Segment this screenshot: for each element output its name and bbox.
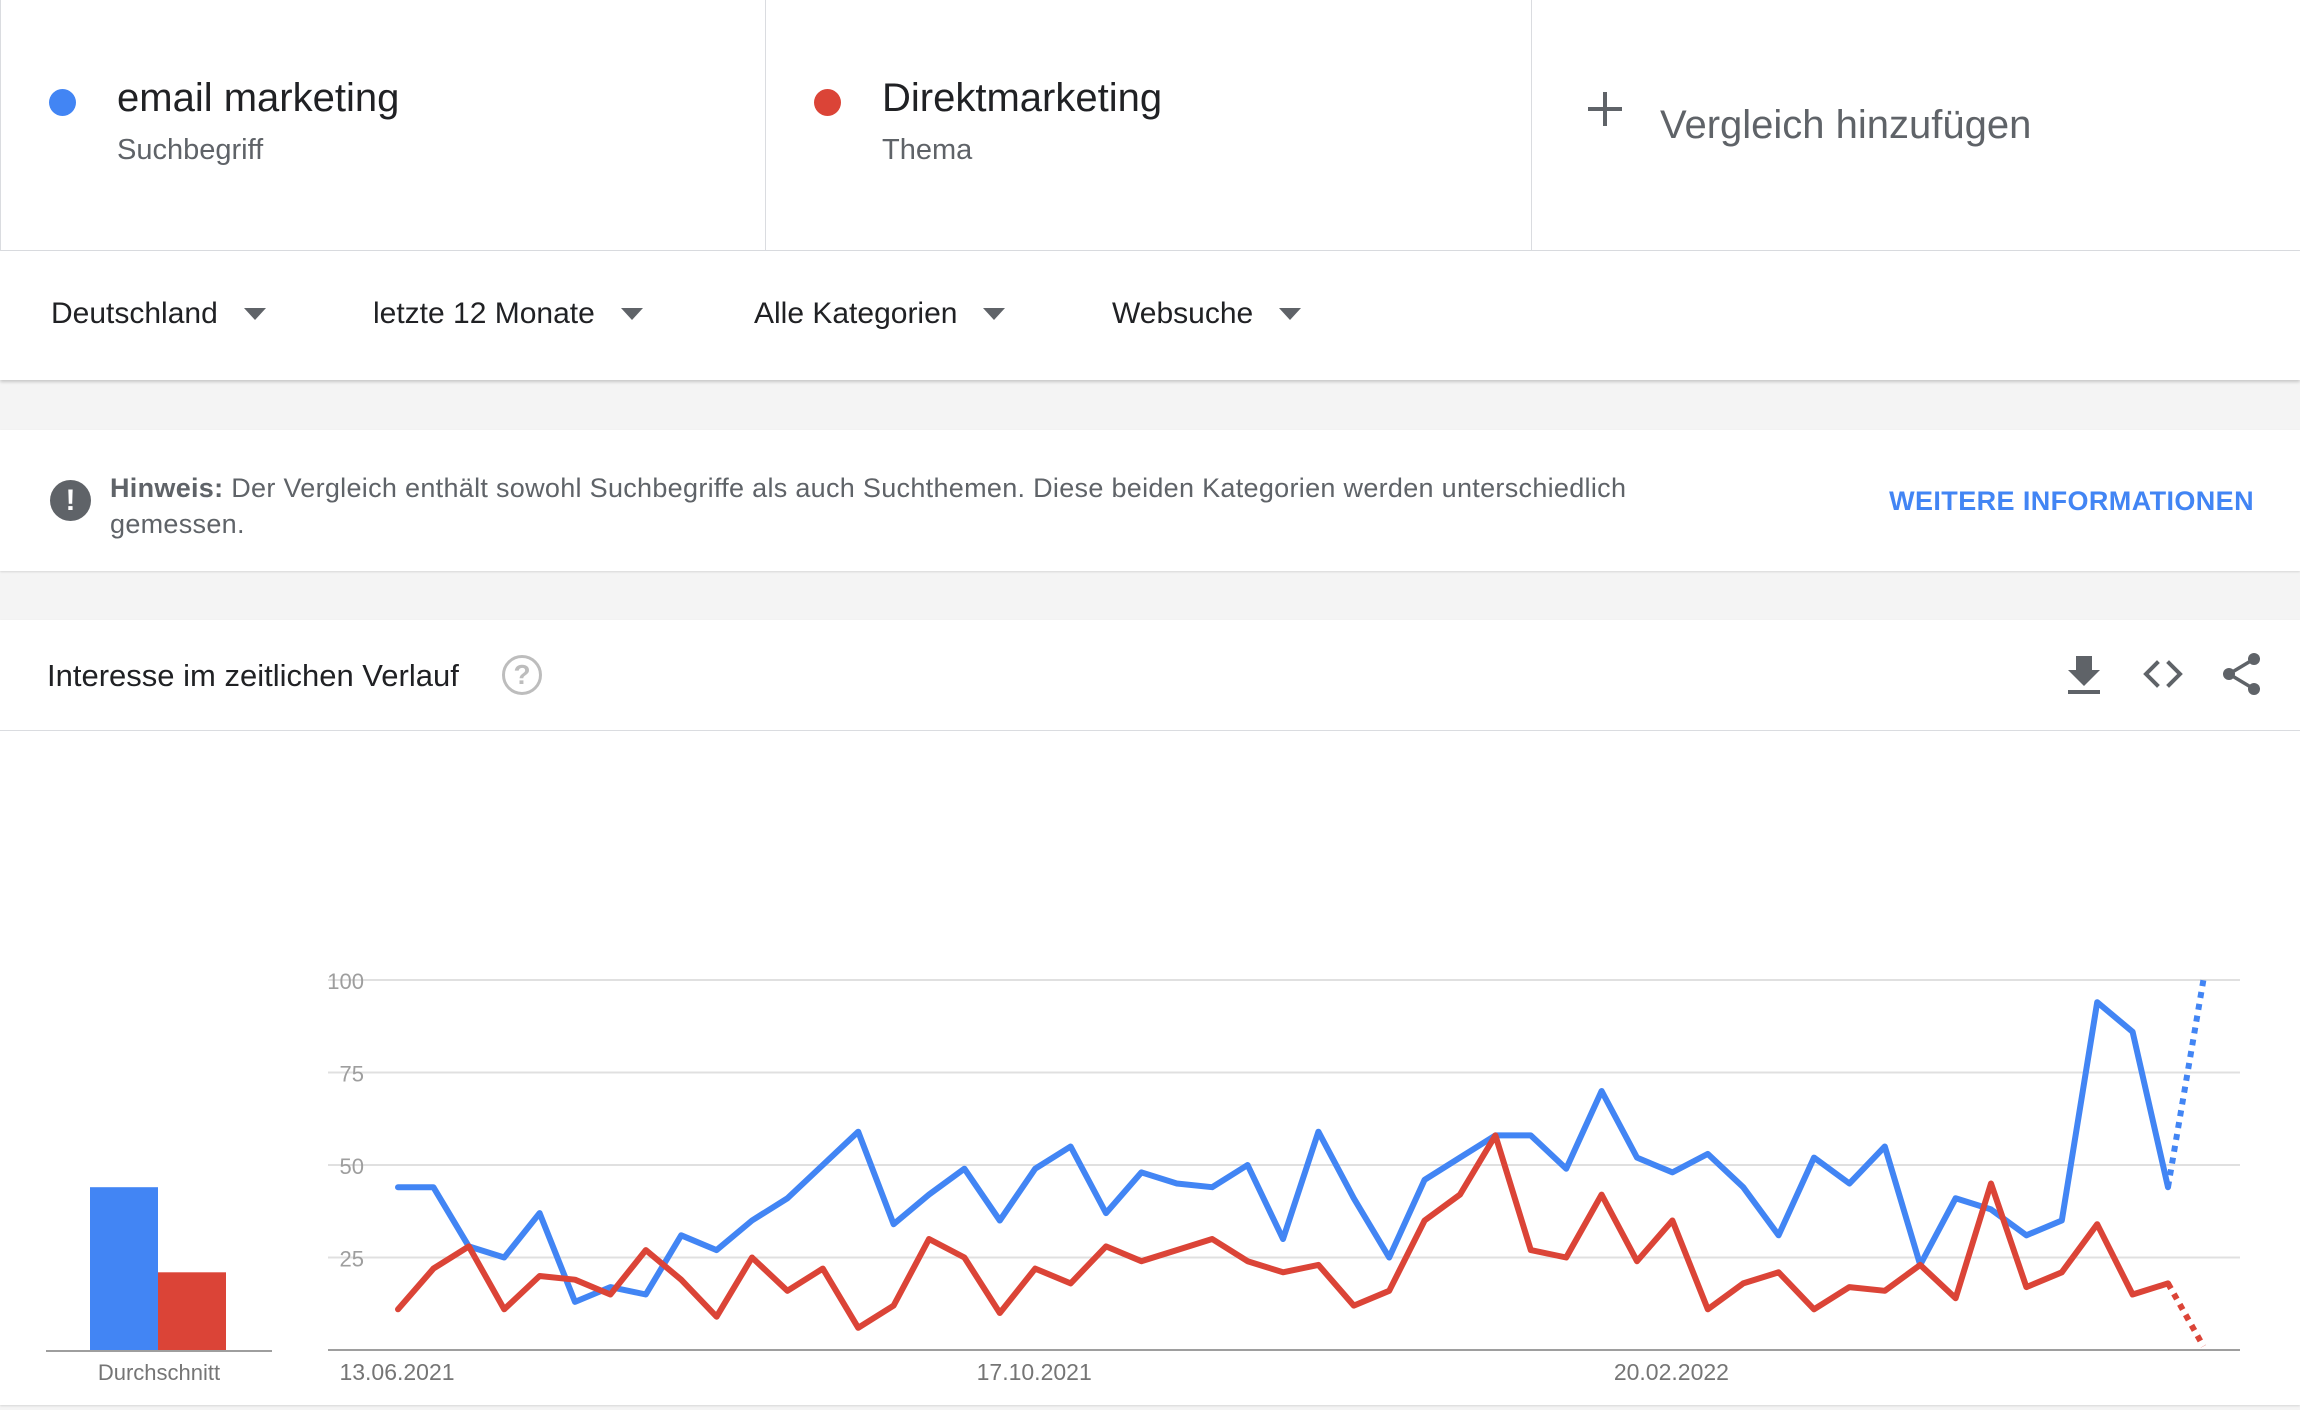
exclamation-icon: ! xyxy=(50,480,91,521)
card-header: Interesse im zeitlichen Verlauf ? xyxy=(0,620,2300,731)
search-type-value: Websuche xyxy=(1112,297,1254,330)
add-comparison-label: Vergleich hinzufügen xyxy=(1660,103,2032,147)
plus-icon xyxy=(1588,92,1622,126)
y-tick-label: 50 xyxy=(340,1154,364,1179)
average-bar-direktmarketing xyxy=(158,1272,226,1350)
y-tick-label: 25 xyxy=(340,1247,364,1272)
region-dropdown[interactable]: Deutschland xyxy=(51,297,266,331)
series-color-dot-blue xyxy=(49,89,76,116)
embed-code-icon[interactable] xyxy=(2139,650,2187,698)
add-comparison-button[interactable]: Vergleich hinzufügen xyxy=(1532,0,2300,250)
caret-down-icon xyxy=(1279,308,1302,320)
x-tick-label: 13.06.2021 xyxy=(339,1359,454,1385)
average-label: Durchschnitt xyxy=(98,1360,220,1385)
period-value: letzte 12 Monate xyxy=(373,297,595,330)
share-icon[interactable] xyxy=(2218,650,2266,698)
term-type: Thema xyxy=(882,134,973,166)
term-compare-bar: email marketing Suchbegriff Direktmarket… xyxy=(0,0,2300,251)
x-tick-label: 20.02.2022 xyxy=(1614,1359,1729,1385)
x-tick-label: 17.10.2021 xyxy=(977,1359,1092,1385)
period-dropdown[interactable]: letzte 12 Monate xyxy=(373,297,643,331)
filter-bar: Deutschland letzte 12 Monate Alle Katego… xyxy=(0,251,2300,380)
y-tick-label: 100 xyxy=(327,969,364,994)
term-card-email-marketing[interactable]: email marketing Suchbegriff xyxy=(0,0,766,250)
notice-label: Hinweis: xyxy=(110,473,224,503)
notice-text: Hinweis: Der Vergleich enthält sowohl Su… xyxy=(110,470,1730,542)
category-value: Alle Kategorien xyxy=(754,297,958,330)
term-name[interactable]: Direktmarketing xyxy=(882,76,1163,120)
series-partial-line-direktmarketing xyxy=(2165,1281,2207,1348)
more-info-link[interactable]: WEITERE INFORMATIONEN xyxy=(1889,486,2254,516)
series-line-email-marketing xyxy=(395,999,2171,1305)
series-partial-line-email-marketing xyxy=(2165,979,2207,1188)
interest-chart: 100 75 50 25 13.06.2021 17.10.2021 20.02.2022 D… xyxy=(46,969,2240,1385)
caret-down-icon xyxy=(620,308,643,320)
notice-banner: ! Hinweis: Der Vergleich enthält sowohl … xyxy=(0,430,2300,571)
term-name[interactable]: email marketing xyxy=(117,76,400,120)
download-icon[interactable] xyxy=(2060,650,2108,698)
help-icon[interactable]: ? xyxy=(502,655,542,695)
y-tick-label: 75 xyxy=(340,1062,364,1087)
notice-message: Der Vergleich enthält sowohl Suchbegriff… xyxy=(110,473,1627,539)
caret-down-icon xyxy=(243,308,266,320)
caret-down-icon xyxy=(983,308,1006,320)
card-title: Interesse im zeitlichen Verlauf xyxy=(47,658,459,693)
interest-over-time-card: Interesse im zeitlichen Verlauf ? 100 75 5… xyxy=(0,620,2300,1405)
region-value: Deutschland xyxy=(51,297,218,330)
term-type: Suchbegriff xyxy=(117,134,264,166)
series-line-direktmarketing xyxy=(395,1132,2171,1331)
average-bar-email-marketing xyxy=(90,1187,158,1350)
category-dropdown[interactable]: Alle Kategorien xyxy=(754,297,1006,331)
series-color-dot-red xyxy=(814,89,841,116)
search-type-dropdown[interactable]: Websuche xyxy=(1112,297,1302,331)
term-card-direktmarketing[interactable]: Direktmarketing Thema xyxy=(766,0,1532,250)
